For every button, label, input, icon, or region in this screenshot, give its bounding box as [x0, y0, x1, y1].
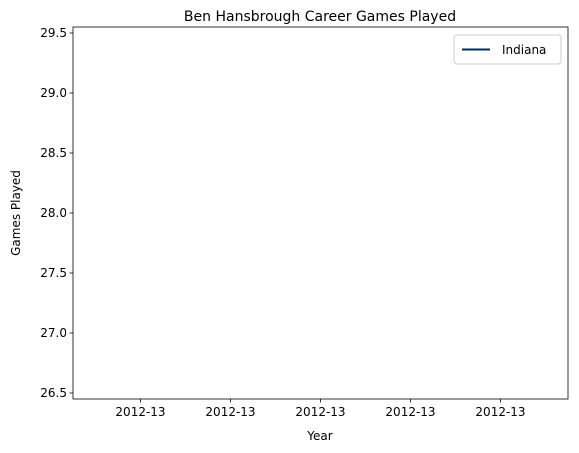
x-tick-label: 2012-13	[385, 405, 435, 419]
x-axis: 2012-13 2012-13 2012-13 2012-13 2012-13	[115, 399, 526, 419]
y-tick-label: 27.0	[40, 326, 67, 340]
y-tick-label: 28.5	[40, 146, 67, 160]
y-tick-label: 29.5	[40, 26, 67, 40]
plot-frame	[72, 26, 569, 400]
y-tick-label: 27.5	[40, 266, 67, 280]
legend-box	[453, 34, 562, 65]
legend-label-indiana: Indiana	[502, 43, 546, 57]
x-tick-label: 2012-13	[115, 405, 165, 419]
x-axis-label: Year	[306, 429, 332, 443]
x-tick-label: 2012-13	[295, 405, 345, 419]
x-tick-label: 2012-13	[205, 405, 255, 419]
plot-area	[73, 27, 568, 399]
y-tick-label: 29.0	[40, 86, 67, 100]
x-tick-label: 2012-13	[475, 405, 525, 419]
y-axis-label: Games Played	[9, 170, 23, 256]
chart-title: Ben Hansbrough Career Games Played	[184, 9, 456, 25]
legend[interactable]: Indiana	[453, 34, 562, 65]
y-tick-label: 26.5	[40, 386, 67, 400]
y-axis: 26.5 27.0 27.5 28.0 28.5 29.0 29.5	[40, 26, 73, 400]
y-tick-label: 28.0	[40, 206, 67, 220]
